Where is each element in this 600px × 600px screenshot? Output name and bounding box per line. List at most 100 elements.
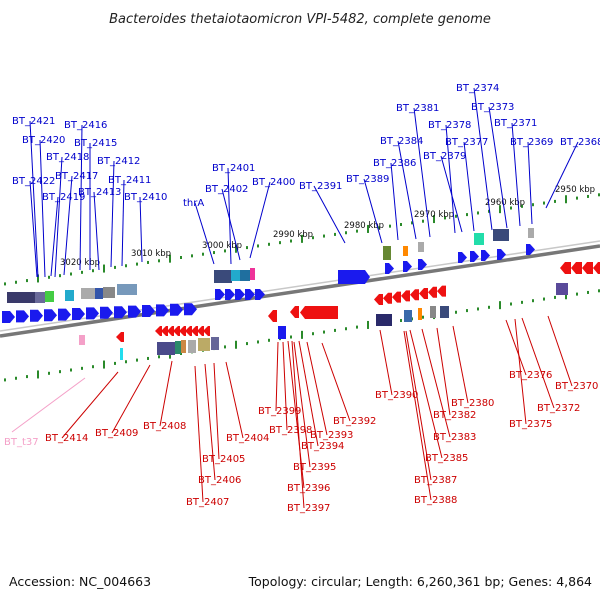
forward-leader-line	[440, 155, 463, 233]
scale-tick	[125, 360, 127, 364]
reverse-leader-line	[291, 340, 305, 509]
reverse-leader-line	[306, 341, 328, 436]
protein-domain-box	[35, 292, 45, 303]
reverse-gene-arrow	[437, 285, 446, 297]
scale-tick	[59, 370, 61, 374]
reverse-gene-label: BT_2380	[451, 398, 494, 409]
forward-gene-label: BT_2400	[252, 177, 295, 188]
forward-leader-line	[139, 196, 143, 263]
reverse-gene-arrow	[203, 326, 210, 336]
forward-gene-arrow	[403, 261, 412, 272]
scale-tick	[279, 241, 281, 245]
scale-tick	[323, 234, 325, 238]
protein-domain-box	[404, 310, 412, 322]
forward-leader-line	[413, 107, 431, 238]
forward-leader-line	[50, 196, 59, 277]
scale-tick	[147, 260, 149, 264]
reverse-leader-line	[159, 360, 173, 427]
scale-tick	[477, 307, 479, 311]
reverse-gene-arrow	[155, 326, 162, 336]
scale-tick	[433, 215, 435, 224]
reverse-gene-label: BT_2407	[186, 497, 229, 508]
protein-domain-box	[250, 268, 255, 280]
scale-tick	[268, 338, 270, 342]
forward-leader-line	[397, 140, 417, 240]
scale-tick	[334, 232, 336, 236]
reverse-gene-arrow	[582, 262, 593, 274]
scale-tick	[466, 309, 468, 313]
scale-tick	[598, 193, 600, 197]
scale-tick	[81, 366, 83, 370]
protein-domain-box	[440, 306, 449, 318]
forward-leader-line	[463, 141, 475, 232]
reverse-gene-label: BT_2388	[414, 495, 457, 506]
forward-gene-label: BT_2410	[124, 192, 167, 203]
forward-gene-arrow	[114, 306, 127, 319]
forward-leader-line	[249, 181, 271, 259]
forward-gene-label: BT_2369	[510, 137, 553, 148]
forward-gene-label: BT_2373	[471, 102, 514, 113]
scale-tick	[411, 221, 413, 225]
reverse-gene-label: BT_2372	[537, 403, 580, 414]
scale-tick	[37, 274, 39, 283]
scale-tick	[598, 289, 600, 293]
reverse-gene-arrow	[167, 326, 174, 336]
scale-tick	[345, 327, 347, 331]
reverse-leader-line	[405, 330, 432, 481]
scale-tick	[455, 214, 457, 218]
protein-domain-box	[45, 291, 54, 302]
scale-tick	[169, 254, 171, 263]
reverse-leader-line	[436, 327, 451, 416]
protein-domain-box	[474, 233, 484, 245]
reverse-leader-line	[421, 328, 451, 438]
forward-gene-arrow	[16, 310, 29, 323]
forward-leader-line	[54, 156, 63, 278]
scale-tick	[180, 256, 182, 259]
reverse-gene-arrow	[179, 326, 186, 336]
reverse-gene-label: BT_2406	[198, 475, 241, 486]
genome-backbone-top	[0, 244, 600, 338]
protein-domain-box	[7, 292, 35, 303]
gene-features	[2, 228, 600, 360]
forward-gene-label: BT_2416	[64, 120, 107, 131]
scale-ticks-inner	[4, 289, 600, 382]
reverse-gene-label: BT_2387	[414, 475, 457, 486]
scale-tick	[532, 299, 534, 303]
scale-tick	[422, 315, 424, 319]
forward-gene-label: BT_2422	[12, 176, 55, 187]
forward-leader-line	[473, 87, 493, 231]
reverse-gene-arrow	[571, 262, 582, 274]
reverse-gene-label: BT_2390	[375, 390, 418, 401]
reverse-gene-label: BT_2376	[509, 370, 552, 381]
reverse-gene-arrow	[419, 288, 428, 299]
protein-domain-box	[383, 246, 391, 260]
forward-gene-arrow	[170, 303, 183, 316]
scale-tick	[114, 361, 116, 365]
scale-tick	[565, 195, 567, 204]
forward-gene-arrow	[30, 309, 43, 322]
scale-tick	[488, 305, 490, 309]
reverse-leader-line	[225, 361, 244, 439]
scale-tick	[312, 332, 314, 336]
protein-domain-box	[556, 283, 568, 295]
scale-tick	[70, 368, 72, 372]
scale-tick	[356, 325, 358, 329]
reverse-gene-arrow	[401, 290, 410, 302]
reverse-gene-label: BT_2382	[433, 410, 476, 421]
protein-domain-box	[376, 314, 392, 326]
protein-domain-box	[188, 340, 196, 353]
scale-tick	[257, 340, 259, 344]
forward-gene-arrow	[497, 249, 506, 260]
reverse-leader-line	[213, 362, 220, 460]
reverse-gene-label: BT_2398	[269, 425, 312, 436]
scale-tick	[4, 282, 6, 286]
scale-tick	[488, 209, 490, 213]
scale-tick	[521, 204, 523, 208]
forward-leader-line	[488, 106, 508, 229]
forward-gene-label: BT_2378	[428, 120, 471, 131]
scale-tick	[48, 275, 50, 279]
scale-tick	[136, 262, 138, 266]
forward-gene-arrow	[128, 305, 141, 318]
scale-tick	[125, 264, 127, 268]
